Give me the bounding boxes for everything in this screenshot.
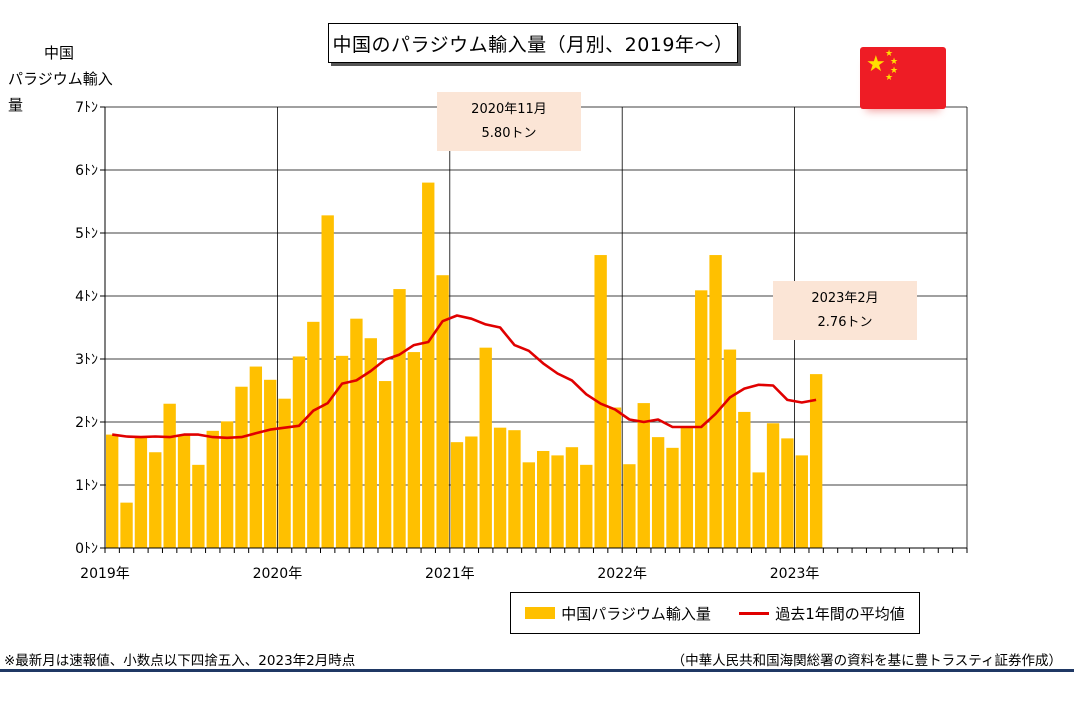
callout-peak-date: 2020年11月 [471,101,547,117]
bar [738,411,751,548]
bar [378,381,392,548]
bar [350,318,363,548]
callout-peak: 2020年11月 5.80トン [437,92,581,151]
bar [206,430,219,548]
legend-line-label: 過去1年間の平均値 [775,604,905,623]
bar [565,447,579,548]
y-tick-label: 1ﾄﾝ [75,478,98,494]
legend-item-bar: 中国パラジウム輸入量 [525,603,711,624]
bar [537,450,550,548]
bar [637,403,650,548]
bar [809,374,823,548]
bar [436,275,449,548]
bar [292,356,306,548]
bar [479,347,492,548]
bar [752,472,765,548]
bar [580,464,593,548]
bar [723,349,737,548]
y-tick-label: 0ﾄﾝ [75,541,98,557]
y-axis-title-line-1: 中国 [44,44,75,62]
bar [680,427,694,548]
bar [608,407,622,548]
bar [594,255,607,549]
legend-line-swatch [739,611,770,615]
chart-title: 中国のパラジウム輸入量（月別、2019年～） [328,23,738,63]
bar [666,447,679,548]
legend-bar-swatch [525,607,556,619]
x-tick-label: 2020年 [253,566,303,582]
bar [493,427,507,548]
bar [335,355,349,548]
series-line [112,314,817,440]
bar [149,452,162,548]
bar [551,455,564,548]
bar [450,442,464,548]
flag-large-star-icon: ★ [866,52,886,77]
x-tick-label: 2021年 [425,566,475,582]
y-tick-label: 4ﾄﾝ [75,289,98,305]
x-tick-label: 2019年 [80,566,130,582]
x-tick-label: 2022年 [597,566,647,582]
bar [709,255,722,549]
y-tick-label: 2ﾄﾝ [75,415,98,431]
bar [795,455,808,548]
footnote-right: （中華人民共和国海関総署の資料を基に豊トラスティ証券作成） [671,653,1062,669]
bar [422,182,435,548]
bar [522,462,535,548]
bar [407,352,421,548]
chart-legend: 中国パラジウム輸入量 過去1年間の平均値 [510,592,920,634]
callout-latest-value: 2.76トン [817,314,873,330]
bar [192,464,205,548]
x-tick-label: 2023年 [770,566,820,582]
y-tick-label: 3ﾄﾝ [75,352,98,368]
bar [106,434,119,548]
bar [508,430,521,548]
flag-small-star-icon: ★ [885,49,894,59]
callout-latest: 2023年2月 2.76トン [773,281,917,340]
bar [235,386,248,548]
bar [651,437,665,548]
bar [695,290,708,548]
legend-item-line: 過去1年間の平均値 [739,603,905,624]
flag-small-star-icon: ★ [890,57,899,67]
flag-small-star-icon: ★ [890,66,899,76]
bar [249,366,263,548]
bar [177,434,191,548]
bar [766,423,780,548]
bar [393,289,406,548]
y-axis-title: 中国 パラジウム輸入量 [8,40,118,118]
bar [163,403,176,548]
bar [623,464,636,548]
bottom-rule [0,669,1074,672]
callout-peak-value: 5.80トン [481,125,537,141]
china-flag-icon: ★ ★ ★ ★ ★ [860,47,946,109]
bar [364,338,377,548]
legend-bar-label: 中国パラジウム輸入量 [561,604,711,623]
callout-latest-date: 2023年2月 [811,290,879,306]
bar [321,215,334,549]
bar [307,321,320,548]
bar [465,436,478,548]
y-tick-label: 5ﾄﾝ [75,226,98,242]
bar [264,379,277,548]
y-tick-label: 6ﾄﾝ [75,163,98,179]
bar [220,421,234,548]
bar [120,502,133,548]
bar [134,437,148,548]
y-tick-label: 7ﾄﾝ [75,100,98,116]
bar [278,398,291,548]
y-axis-title-line-2: パラジウム輸入量 [8,70,113,114]
flag-small-star-icon: ★ [885,73,894,83]
bar [781,438,794,548]
footnote-left: ※最新月は速報値、小数点以下四捨五入、2023年2月時点 [4,653,356,669]
